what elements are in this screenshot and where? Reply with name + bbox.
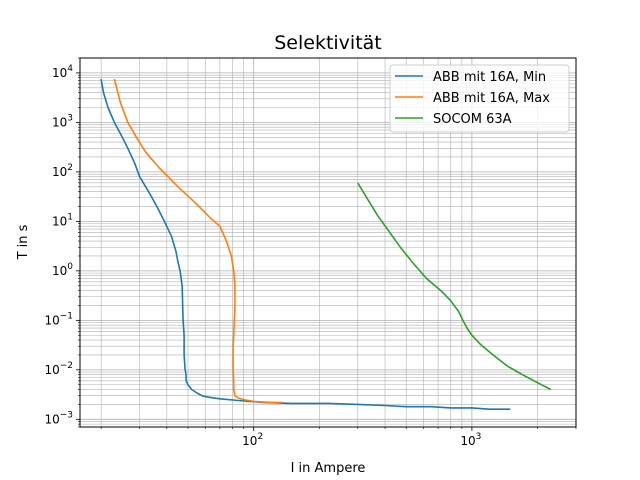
- x-axis-label: I in Ampere: [291, 461, 366, 476]
- plot-frame: [79, 57, 577, 428]
- legend-label-3: SOCOM 63A: [433, 112, 512, 127]
- y-axis-label: T in s: [16, 224, 31, 260]
- legend-label-1: ABB mit 16A, Min: [433, 70, 546, 85]
- legend-label-2: ABB mit 16A, Max: [433, 91, 550, 106]
- legend-box: [389, 64, 570, 133]
- series-lines: [100, 78, 552, 411]
- chart-title: Selektivität: [274, 32, 382, 54]
- series-line-2: [113, 78, 283, 404]
- series-line-1: [100, 78, 511, 411]
- legend: ABB mit 16A, Min ABB mit 16A, Max SOCOM 63…: [389, 64, 570, 133]
- series-line-3: [357, 182, 552, 391]
